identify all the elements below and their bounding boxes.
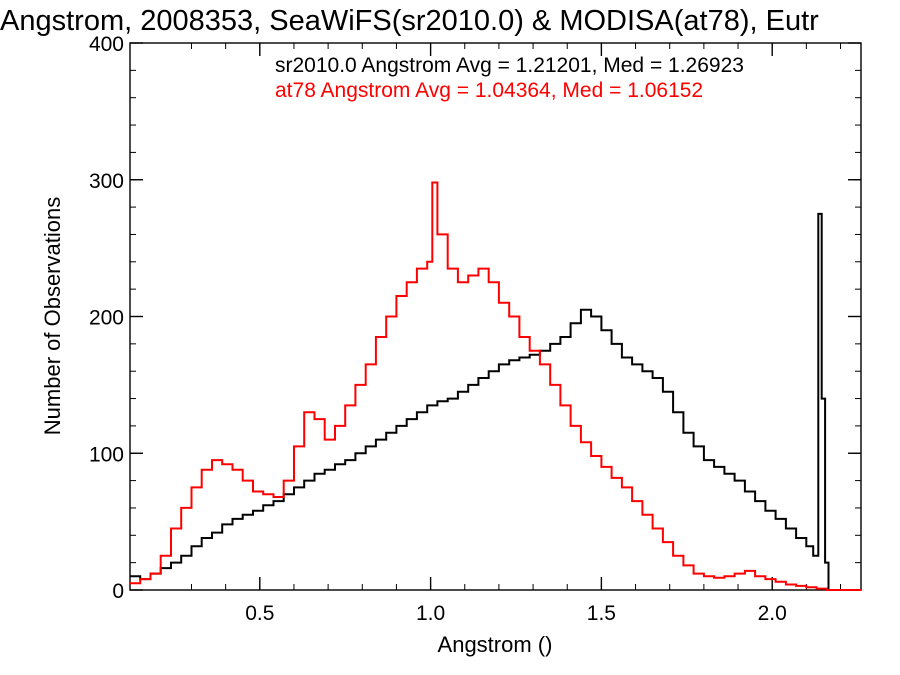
x-tick-label: 1.0 bbox=[416, 602, 445, 625]
x-tick-label: 1.5 bbox=[587, 602, 616, 625]
series-line-0 bbox=[130, 212, 861, 591]
major-ticks bbox=[130, 42, 861, 591]
annotation-sr2010: sr2010.0 Angstrom Avg = 1.21201, Med = 1… bbox=[275, 54, 744, 77]
series-layer bbox=[130, 181, 861, 591]
y-tick-label: 200 bbox=[89, 307, 124, 330]
y-axis-label: Number of Observations bbox=[40, 197, 65, 435]
x-axis-label: Angstrom () bbox=[438, 632, 553, 657]
series-line-1 bbox=[130, 181, 861, 591]
chart-title: Angstrom, 2008353, SeaWiFS(sr2010.0) & M… bbox=[0, 5, 819, 37]
y-tick-label: 300 bbox=[89, 170, 124, 193]
annotation-at78: at78 Angstrom Avg = 1.04364, Med = 1.061… bbox=[275, 79, 703, 102]
tick-labels: 0.5 1.0 1.5 2.0 0 100 200 300 400 bbox=[89, 33, 787, 625]
x-tick-label: 2.0 bbox=[758, 602, 787, 625]
y-tick-label: 0 bbox=[112, 580, 124, 603]
y-tick-label: 400 bbox=[89, 33, 124, 56]
x-tick-label: 0.5 bbox=[245, 602, 274, 625]
y-tick-label: 100 bbox=[89, 443, 124, 466]
